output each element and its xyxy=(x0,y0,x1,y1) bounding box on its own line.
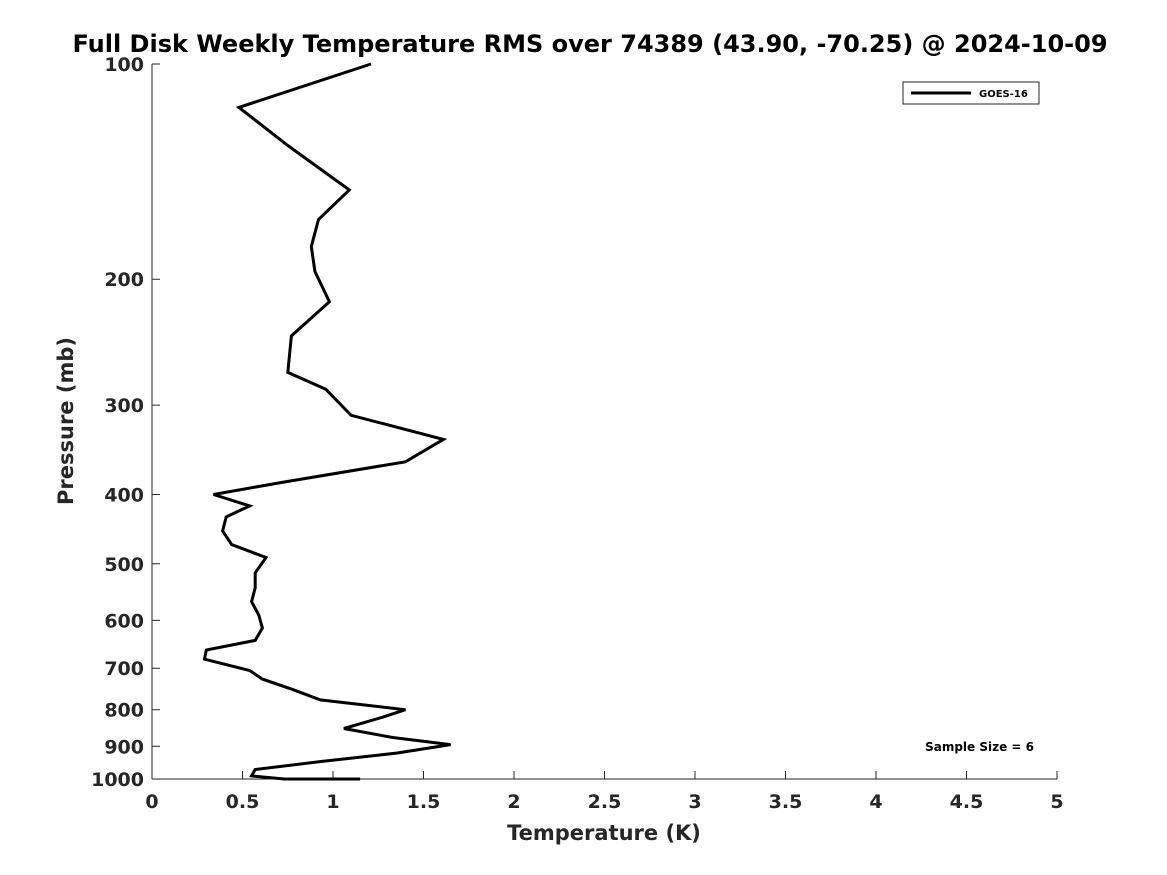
y-tick-label: 500 xyxy=(104,554,144,576)
legend-label-goes-16: GOES-16 xyxy=(979,89,1028,100)
chart-title: Full Disk Weekly Temperature RMS over 74… xyxy=(72,30,1107,58)
x-tick-label: 4 xyxy=(869,791,882,813)
y-ticks: 100 200 300 400 500 600 700 800 900 1000 xyxy=(91,54,160,791)
x-tick-label: 5 xyxy=(1050,791,1063,813)
x-tick-label: 0.5 xyxy=(226,791,260,813)
x-tick-label: 3 xyxy=(688,791,701,813)
x-axis-label: Temperature (K) xyxy=(507,821,701,845)
series-layer xyxy=(202,62,451,781)
legend: GOES-16 xyxy=(902,81,1040,105)
y-tick-label: 900 xyxy=(104,736,144,758)
x-tick-label: 2 xyxy=(507,791,520,813)
x-tick-label: 1 xyxy=(326,791,339,813)
y-tick-label: 800 xyxy=(104,700,144,722)
y-tick-label: 400 xyxy=(104,484,144,506)
sample-size-annotation: Sample Size = 6 xyxy=(925,740,1034,754)
y-tick-label: 100 xyxy=(104,54,144,76)
y-tick-label: 700 xyxy=(104,658,144,680)
x-tick-label: 3.5 xyxy=(769,791,803,813)
x-tick-label: 0 xyxy=(145,791,158,813)
axes: 0 0.5 1 1.5 2 2.5 3 3.5 4 4.5 5 100 200 300 400 500 600… xyxy=(91,54,1064,813)
x-tick-label: 1.5 xyxy=(407,791,441,813)
y-tick-label: 300 xyxy=(104,395,144,417)
series-line-goes-16 xyxy=(202,62,451,781)
y-tick-label: 600 xyxy=(104,610,144,632)
y-axis-label: Pressure (mb) xyxy=(54,337,78,505)
x-tick-label: 2.5 xyxy=(588,791,622,813)
y-tick-label: 1000 xyxy=(91,769,144,791)
y-tick-label: 200 xyxy=(104,269,144,291)
x-tick-label: 4.5 xyxy=(950,791,984,813)
x-ticks: 0 0.5 1 1.5 2 2.5 3 3.5 4 4.5 5 xyxy=(145,771,1064,813)
